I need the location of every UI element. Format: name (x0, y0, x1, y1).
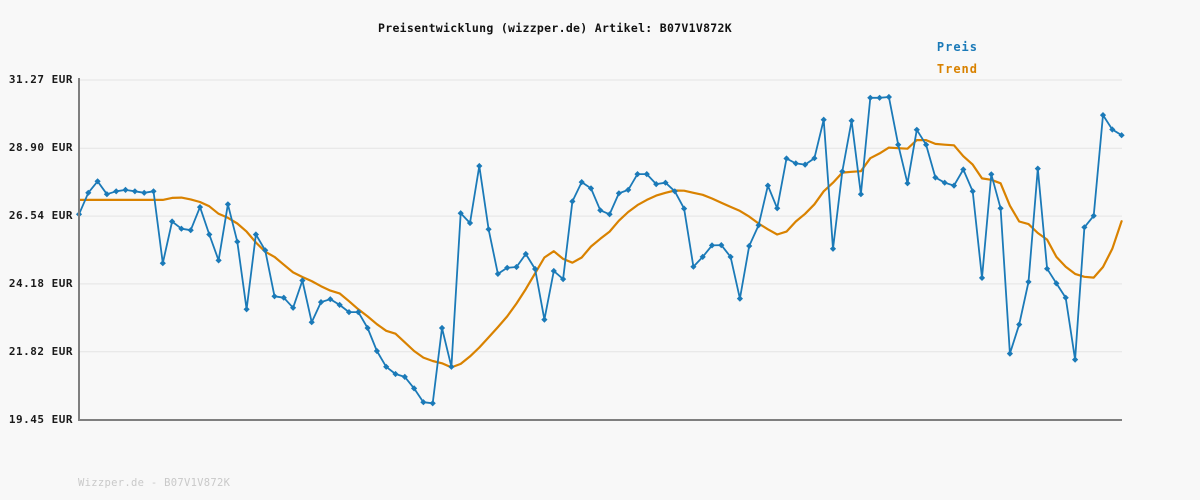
y-axis-label: 19.45 EUR (8, 413, 73, 426)
legend-item-trend: Trend (936, 62, 978, 76)
watermark: Wizzper.de - B07V1V872K (78, 477, 231, 489)
y-axis-label: 26.54 EUR (8, 209, 73, 223)
legend-item-preis: Preis (936, 40, 978, 54)
grid-lines (79, 79, 1122, 353)
axes (78, 78, 1122, 421)
trend-line (77, 139, 1123, 369)
preis-markers (75, 93, 1125, 407)
y-axis-label: 24.18 EUR (8, 276, 73, 290)
y-axis-label: 28.90 EUR (8, 141, 73, 155)
preis-line (78, 96, 1123, 405)
y-axis-label: 31.27 EUR (8, 73, 73, 86)
y-axis-label: 21.82 EUR (8, 344, 73, 358)
chart-title: Preisentwicklung (wizzper.de) Artikel: B… (378, 21, 732, 35)
